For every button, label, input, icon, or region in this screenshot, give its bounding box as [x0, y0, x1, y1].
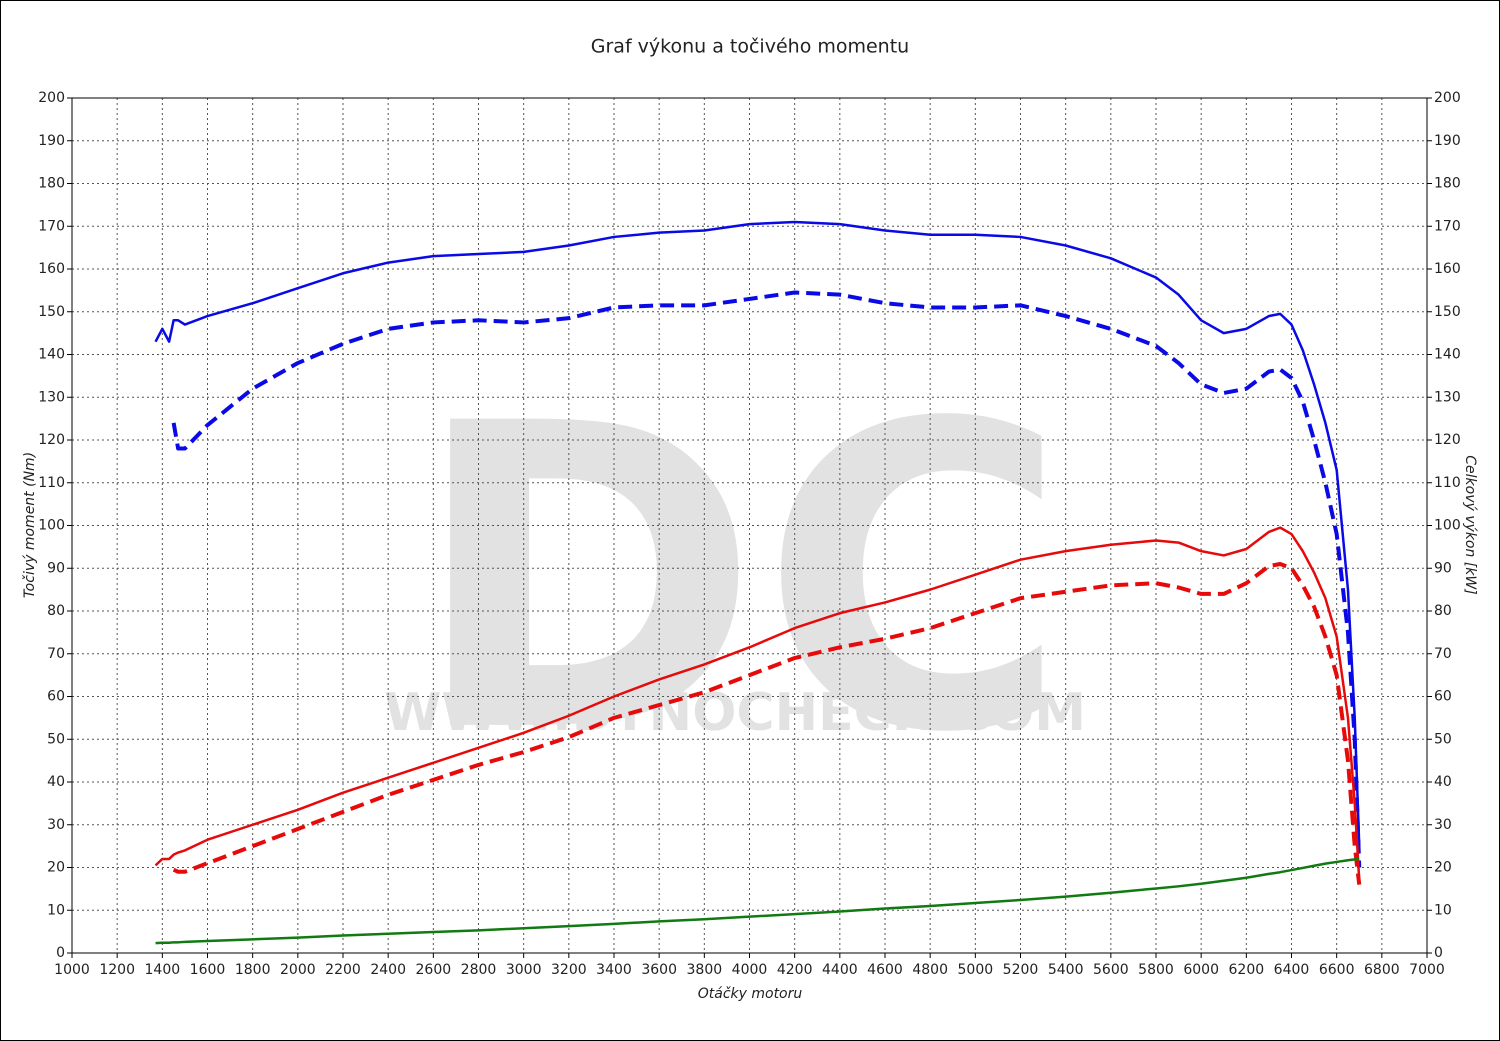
watermark: DC	[412, 336, 1069, 825]
x-axis-label: Otáčky motoru	[698, 986, 803, 1002]
x-tick-label: 3200	[551, 962, 587, 978]
x-tick-label: 3400	[596, 962, 632, 978]
x-tick-label: 6200	[1229, 962, 1265, 978]
y2-tick-label: 160	[1434, 261, 1461, 277]
y-tick-label: 70	[47, 646, 65, 662]
y2-tick-label: 50	[1434, 731, 1452, 747]
y2-tick-label: 70	[1434, 646, 1452, 662]
y2-tick-label: 200	[1434, 90, 1461, 106]
y-tick-label: 200	[38, 90, 65, 106]
y2-tick-label: 90	[1434, 560, 1452, 576]
y-axis-label: Točivý moment (Nm)	[22, 452, 38, 598]
y-tick-label: 10	[47, 902, 65, 918]
y2-tick-label: 180	[1434, 176, 1461, 192]
x-tick-label: 6600	[1319, 962, 1355, 978]
x-tick-label: 6400	[1274, 962, 1310, 978]
x-tick-label: 2400	[370, 962, 406, 978]
y-tick-label: 120	[38, 432, 65, 448]
x-tick-label: 4000	[732, 962, 768, 978]
plot-border	[71, 97, 1428, 954]
y-tick-label: 110	[38, 475, 65, 491]
x-tick-label: 1400	[145, 962, 181, 978]
y2-tick-label: 20	[1434, 860, 1452, 876]
y-tick-label: 130	[38, 389, 65, 405]
y2-tick-label: 80	[1434, 603, 1452, 619]
y-tick-label: 20	[47, 860, 65, 876]
x-tick-label: 5800	[1138, 962, 1174, 978]
y-tick-label: 140	[38, 347, 65, 363]
x-tick-label: 4800	[912, 962, 948, 978]
series-line	[154, 220, 1361, 847]
x-tick-label: 6000	[1183, 962, 1219, 978]
series-line	[155, 857, 1360, 945]
y-tick-label: 80	[47, 603, 65, 619]
x-tick-label: 3000	[506, 962, 542, 978]
y-tick-label: 60	[47, 689, 65, 705]
x-tick-label: 2600	[416, 962, 452, 978]
y2-tick-label: 120	[1434, 432, 1461, 448]
y2-tick-label: 0	[1434, 945, 1443, 961]
chart-title: Graf výkonu a točivého momentu	[591, 36, 909, 58]
y-tick-label: 160	[38, 261, 65, 277]
series-line	[172, 561, 1362, 885]
y2-tick-label: 190	[1434, 133, 1461, 149]
y2-tick-label: 140	[1434, 347, 1461, 363]
x-tick-label: 1600	[190, 962, 226, 978]
y2-tick-label: 130	[1434, 389, 1461, 405]
y-tick-label: 40	[47, 774, 65, 790]
series-line	[154, 526, 1361, 881]
y2-tick-label: 100	[1434, 518, 1461, 534]
x-tick-label: 2000	[280, 962, 316, 978]
y2-tick-label: 30	[1434, 817, 1452, 833]
y-tick-label: 150	[38, 304, 65, 320]
x-tick-label: 5200	[1003, 962, 1039, 978]
y2-tick-label: 150	[1434, 304, 1461, 320]
x-tick-label: 1800	[235, 962, 271, 978]
x-tick-label: 1000	[54, 962, 90, 978]
x-tick-label: 6800	[1364, 962, 1400, 978]
y2-axis-label: Celkový výkon [kW]	[1462, 455, 1478, 594]
y-tick-label: 190	[38, 133, 65, 149]
x-tick-label: 5600	[1093, 962, 1129, 978]
y-tick-label: 180	[38, 176, 65, 192]
x-tick-label: 4400	[822, 962, 858, 978]
x-tick-label: 5400	[1048, 962, 1084, 978]
y-tick-label: 50	[47, 731, 65, 747]
y2-tick-label: 40	[1434, 774, 1452, 790]
x-tick-label: 7000	[1409, 962, 1445, 978]
x-tick-label: 1200	[99, 962, 135, 978]
x-tick-label: 2800	[461, 962, 497, 978]
y-tick-label: 90	[47, 560, 65, 576]
y-tick-label: 100	[38, 518, 65, 534]
watermark-url: WWW.DYNOCHECK.COM	[384, 683, 1086, 743]
y-tick-label: 0	[56, 945, 65, 961]
x-tick-label: 2200	[325, 962, 361, 978]
x-tick-label: 3600	[641, 962, 677, 978]
y2-tick-label: 10	[1434, 902, 1452, 918]
x-tick-label: 4200	[777, 962, 813, 978]
y-tick-label: 170	[38, 218, 65, 234]
x-tick-label: 5000	[958, 962, 994, 978]
y-tick-label: 30	[47, 817, 65, 833]
y2-tick-label: 110	[1434, 475, 1461, 491]
x-tick-label: 3800	[687, 962, 723, 978]
y2-tick-label: 170	[1434, 218, 1461, 234]
y2-tick-label: 60	[1434, 689, 1452, 705]
series-line	[171, 290, 1362, 868]
x-tick-label: 4600	[867, 962, 903, 978]
